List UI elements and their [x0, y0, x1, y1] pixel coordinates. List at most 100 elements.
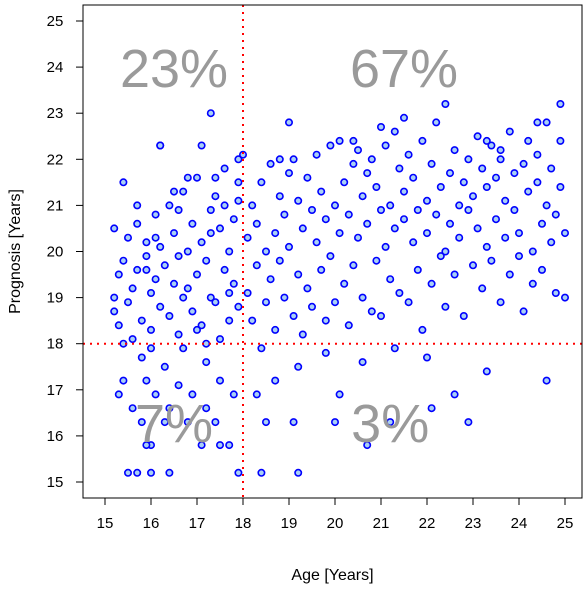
data-point	[137, 418, 146, 427]
data-point	[390, 344, 399, 353]
y-tick-label: 16	[47, 428, 64, 445]
data-point	[326, 141, 335, 150]
data-point	[395, 288, 404, 297]
data-point	[340, 178, 349, 187]
data-point	[413, 206, 422, 215]
data-point	[358, 358, 367, 367]
data-point	[441, 302, 450, 311]
data-point	[399, 215, 408, 224]
data-point	[510, 206, 519, 215]
data-point	[422, 353, 431, 362]
data-point	[206, 293, 215, 302]
data-point	[482, 367, 491, 376]
data-point	[234, 178, 243, 187]
data-point	[519, 159, 528, 168]
data-point	[560, 293, 569, 302]
data-point	[344, 321, 353, 330]
x-tick-label: 22	[419, 515, 436, 532]
y-tick-label: 23	[47, 105, 64, 122]
data-point	[363, 169, 372, 178]
data-point	[119, 376, 128, 385]
data-point	[284, 118, 293, 127]
data-point	[183, 247, 192, 256]
x-tick-label: 25	[557, 515, 574, 532]
data-point	[556, 100, 565, 109]
data-point	[174, 381, 183, 390]
data-point	[409, 238, 418, 247]
data-point	[372, 256, 381, 265]
data-point	[211, 298, 220, 307]
data-point	[289, 418, 298, 427]
data-point	[321, 215, 330, 224]
data-point	[547, 238, 556, 247]
data-point	[413, 265, 422, 274]
data-point	[381, 141, 390, 150]
threshold-lines	[83, 5, 582, 498]
data-point	[261, 418, 270, 427]
data-point	[399, 187, 408, 196]
data-point	[294, 362, 303, 371]
y-axis-label: Prognosis [Years]	[7, 189, 24, 314]
data-point	[294, 270, 303, 279]
data-point	[197, 141, 206, 150]
x-tick-label: 18	[235, 515, 252, 532]
data-point	[156, 141, 165, 150]
data-point	[482, 183, 491, 192]
data-point	[179, 344, 188, 353]
data-point	[206, 109, 215, 118]
data-point	[533, 178, 542, 187]
y-tick-label: 24	[47, 59, 64, 76]
data-point	[128, 335, 137, 344]
data-point	[110, 293, 119, 302]
data-point	[358, 293, 367, 302]
data-point	[376, 206, 385, 215]
data-point	[252, 390, 261, 399]
data-point	[464, 155, 473, 164]
data-point	[482, 136, 491, 145]
data-point	[142, 238, 151, 247]
data-point	[206, 206, 215, 215]
data-point	[243, 233, 252, 242]
data-point	[124, 298, 133, 307]
data-point	[330, 201, 339, 210]
data-point	[234, 302, 243, 311]
data-point	[280, 210, 289, 219]
data-point	[248, 201, 257, 210]
data-point	[537, 219, 546, 228]
data-point	[478, 164, 487, 173]
data-point	[284, 242, 293, 251]
data-point	[505, 127, 514, 136]
data-point	[390, 127, 399, 136]
data-point	[275, 155, 284, 164]
data-point	[317, 187, 326, 196]
data-point	[220, 201, 229, 210]
data-point	[459, 178, 468, 187]
y-tick-label: 18	[47, 336, 64, 353]
data-point	[441, 100, 450, 109]
data-point	[137, 353, 146, 362]
data-point	[307, 206, 316, 215]
data-point	[436, 252, 445, 261]
data-point	[174, 330, 183, 339]
data-point	[128, 284, 137, 293]
data-point	[560, 229, 569, 238]
data-point	[197, 238, 206, 247]
y-axis: 15 16 17 18 19 20 21 22 23 24 25	[47, 13, 84, 491]
data-point	[551, 210, 560, 219]
data-point	[197, 321, 206, 330]
data-point	[487, 141, 496, 150]
data-point	[257, 468, 266, 477]
data-point	[229, 279, 238, 288]
data-point	[211, 173, 220, 182]
data-point	[165, 404, 174, 413]
data-point	[193, 325, 202, 334]
data-point	[528, 247, 537, 256]
data-point	[147, 288, 156, 297]
data-point	[542, 201, 551, 210]
data-point	[330, 298, 339, 307]
data-point	[179, 187, 188, 196]
data-point	[160, 261, 169, 270]
data-point	[280, 293, 289, 302]
data-point	[114, 321, 123, 330]
data-point	[179, 293, 188, 302]
